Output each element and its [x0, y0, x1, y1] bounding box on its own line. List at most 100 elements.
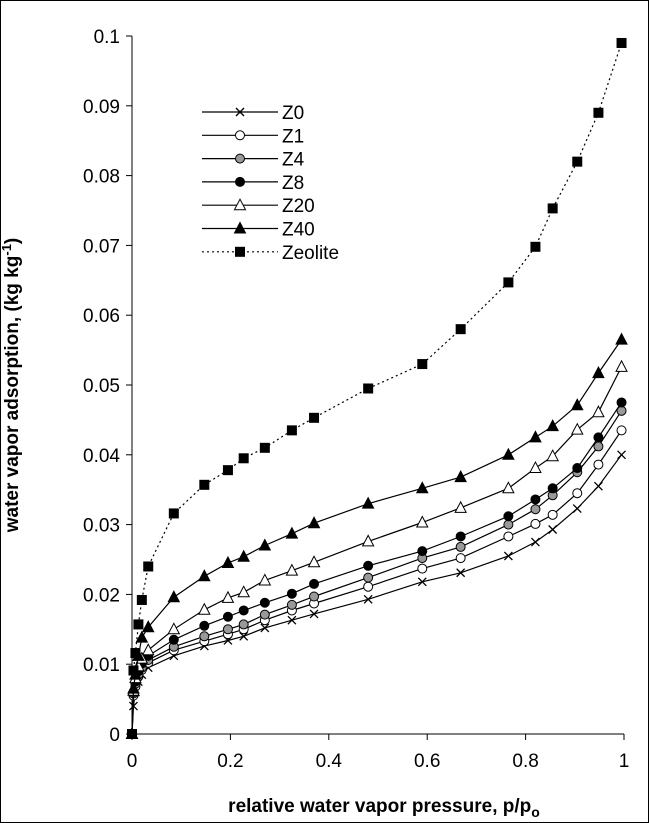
series-z1 [127, 425, 627, 739]
data-point-z8 [199, 620, 210, 631]
x-axis-title-main: relative water vapor pressure, p/p [228, 796, 531, 817]
data-point-z1 [503, 531, 514, 542]
legend-label-z1: Z1 [282, 126, 304, 147]
data-point-z8 [363, 560, 374, 571]
data-point-zeolite [286, 425, 297, 436]
data-point-zeolite [363, 383, 374, 394]
data-point-z4 [199, 631, 210, 642]
legend-item-z20: Z20 [202, 196, 315, 217]
legend-marker-z1 [235, 130, 245, 141]
data-point-z0 [239, 631, 249, 641]
data-point-zeolite [127, 729, 137, 739]
y-tick-label: 0.06 [83, 306, 120, 327]
data-point-z20 [502, 481, 515, 494]
data-point-zeolite [503, 277, 514, 288]
data-point-z0 [572, 504, 582, 514]
data-point-z0 [617, 450, 626, 460]
marker-stroke [287, 615, 297, 625]
data-point-z40 [570, 398, 584, 411]
data-point-z8 [572, 463, 583, 474]
y-tick-label: 0.07 [83, 236, 120, 257]
data-point-z8 [417, 546, 428, 557]
y-axis-title: water vapor adsorption, (kg kg-1) [0, 238, 23, 534]
y-tick-label: 0.08 [83, 167, 120, 188]
data-point-z4 [363, 572, 374, 583]
data-point-z40 [502, 447, 515, 460]
data-point-z20 [237, 585, 251, 598]
data-point-z20 [258, 573, 272, 586]
data-point-z0 [593, 481, 603, 491]
series-line-z8 [131, 402, 623, 735]
x-tick-label: 0.8 [512, 751, 538, 772]
data-point-z1 [530, 518, 541, 529]
data-point-zeolite [455, 324, 466, 335]
y-tick-label: 0.1 [94, 27, 120, 48]
legend-item-z0: Z0 [202, 103, 304, 124]
x-tick-label: 0.4 [316, 751, 343, 772]
data-point-z0 [548, 525, 558, 534]
data-point-z40 [141, 620, 155, 633]
legend-marker-z0 [235, 107, 245, 117]
legend-label-z8: Z8 [282, 173, 304, 194]
marker-stroke [456, 568, 466, 578]
data-point-z40 [221, 555, 235, 568]
y-tick-label: 0.04 [83, 446, 120, 467]
data-point-z20 [361, 534, 375, 547]
data-point-z1 [363, 581, 374, 592]
data-point-zeolite [168, 508, 179, 519]
data-point-z8 [547, 483, 558, 494]
data-point-z1 [593, 459, 604, 470]
marker-stroke [235, 107, 245, 117]
data-point-z20 [615, 359, 628, 372]
data-point-zeolite [530, 241, 541, 252]
data-point-z40 [135, 630, 149, 643]
y-tick-label: 0.09 [83, 97, 120, 118]
y-axis-title-end: ) [2, 238, 23, 244]
marker-stroke [572, 504, 582, 514]
legend-item-zeolite: Zeolite [202, 243, 339, 264]
marker-stroke [593, 481, 603, 491]
y-tick-label: 0.01 [83, 655, 120, 676]
data-point-zeolite [133, 619, 144, 630]
data-point-z40 [285, 526, 299, 539]
legend-marker-z40 [233, 221, 247, 234]
marker-stroke [617, 450, 626, 460]
series-layer [125, 37, 628, 739]
data-point-z40 [307, 516, 321, 529]
data-point-z40 [167, 590, 181, 603]
data-point-z8 [286, 588, 297, 599]
data-point-z1 [616, 425, 627, 436]
data-point-z4 [503, 519, 514, 530]
series-line-z20 [131, 366, 623, 735]
data-point-zeolite [616, 37, 627, 48]
data-point-z8 [238, 605, 249, 616]
data-point-zeolite [547, 203, 558, 214]
data-point-z8 [616, 397, 627, 408]
data-point-z0 [456, 568, 466, 578]
data-point-zeolite [593, 107, 604, 118]
data-point-z40 [415, 481, 429, 494]
marker-stroke [260, 623, 270, 633]
data-point-z8 [259, 597, 270, 608]
x-tick-label: 0 [127, 751, 138, 772]
data-point-z4 [530, 504, 541, 515]
data-point-z20 [546, 449, 559, 462]
data-point-zeolite [199, 479, 210, 490]
data-point-z8 [593, 432, 604, 443]
data-point-z1 [572, 488, 583, 499]
data-point-zeolite [128, 665, 139, 676]
data-point-z20 [592, 405, 605, 418]
y-tick-label: 0.02 [83, 585, 120, 606]
data-point-zeolite [309, 412, 320, 423]
data-point-z0 [417, 577, 427, 587]
data-point-z1 [417, 563, 428, 574]
data-point-z20 [285, 563, 299, 576]
marker-stroke [239, 631, 249, 641]
legend-label-z4: Z4 [282, 150, 305, 171]
legend-label-z0: Z0 [282, 103, 304, 124]
data-point-z8 [455, 531, 466, 542]
legend-label-z20: Z20 [282, 196, 315, 217]
marker-stroke [417, 577, 427, 587]
data-point-z8 [309, 578, 320, 589]
